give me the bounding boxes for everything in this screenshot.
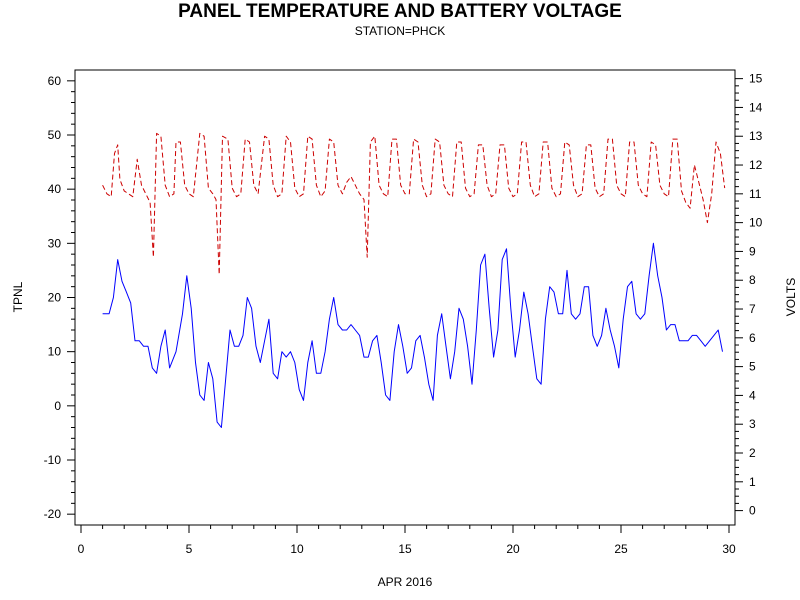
y-right-tick-label: 12 [749,158,763,172]
y-left-tick-label: -10 [44,453,62,467]
y-right-tick-label: 15 [749,72,763,86]
y-left-tick-label: 30 [48,236,62,250]
plot-frame [74,69,736,526]
x-tick-label: 30 [722,542,736,556]
y-right-tick-label: 3 [749,417,756,431]
volts-series-line [102,132,726,275]
x-tick-label: 20 [506,542,520,556]
y-left-tick-label: 40 [48,182,62,196]
y-right-tick-label: 2 [749,446,756,460]
y-right-tick-label: 1 [749,475,756,489]
y-right-tick-label: 6 [749,331,756,345]
y-right-tick-label: 7 [749,302,756,316]
y-left-tick-label: 50 [48,128,62,142]
y-left-tick-label: 60 [48,74,62,88]
chart-title: PANEL TEMPERATURE AND BATTERY VOLTAGE [178,1,622,22]
x-axis-label: APR 2016 [378,575,433,589]
x-axis: 0 5 10 15 20 25 30 [78,525,736,556]
y-right-tick-label: 9 [749,244,756,258]
y-right-tick-label: 13 [749,129,763,143]
x-tick-label: 15 [398,542,412,556]
chart-subtitle: STATION=PHCK [355,24,446,38]
x-tick-label: 10 [290,542,304,556]
y-left-tick-label: -20 [44,507,62,521]
y-left-axis: -20 -10 0 10 20 30 40 50 60 [44,74,75,521]
y-right-tick-label: 4 [749,388,756,402]
y-left-tick-label: 20 [48,291,62,305]
y-right-tick-label: 14 [749,100,763,114]
tpnl-series-line [102,242,723,428]
y-left-axis-label: TPNL [11,281,25,312]
y-right-tick-label: 10 [749,216,763,230]
x-tick-label: 0 [78,542,85,556]
x-tick-label: 5 [186,542,193,556]
y-right-tick-label: 11 [749,187,762,201]
x-tick-label: 25 [614,542,628,556]
y-left-tick-label: 10 [48,345,62,359]
y-right-axis-label: VOLTS [784,278,798,316]
series-layer [102,132,726,428]
y-left-tick-label: 0 [54,399,61,413]
y-right-tick-label: 5 [749,360,756,374]
y-right-tick-label: 0 [749,504,756,518]
y-right-tick-label: 8 [749,273,756,287]
